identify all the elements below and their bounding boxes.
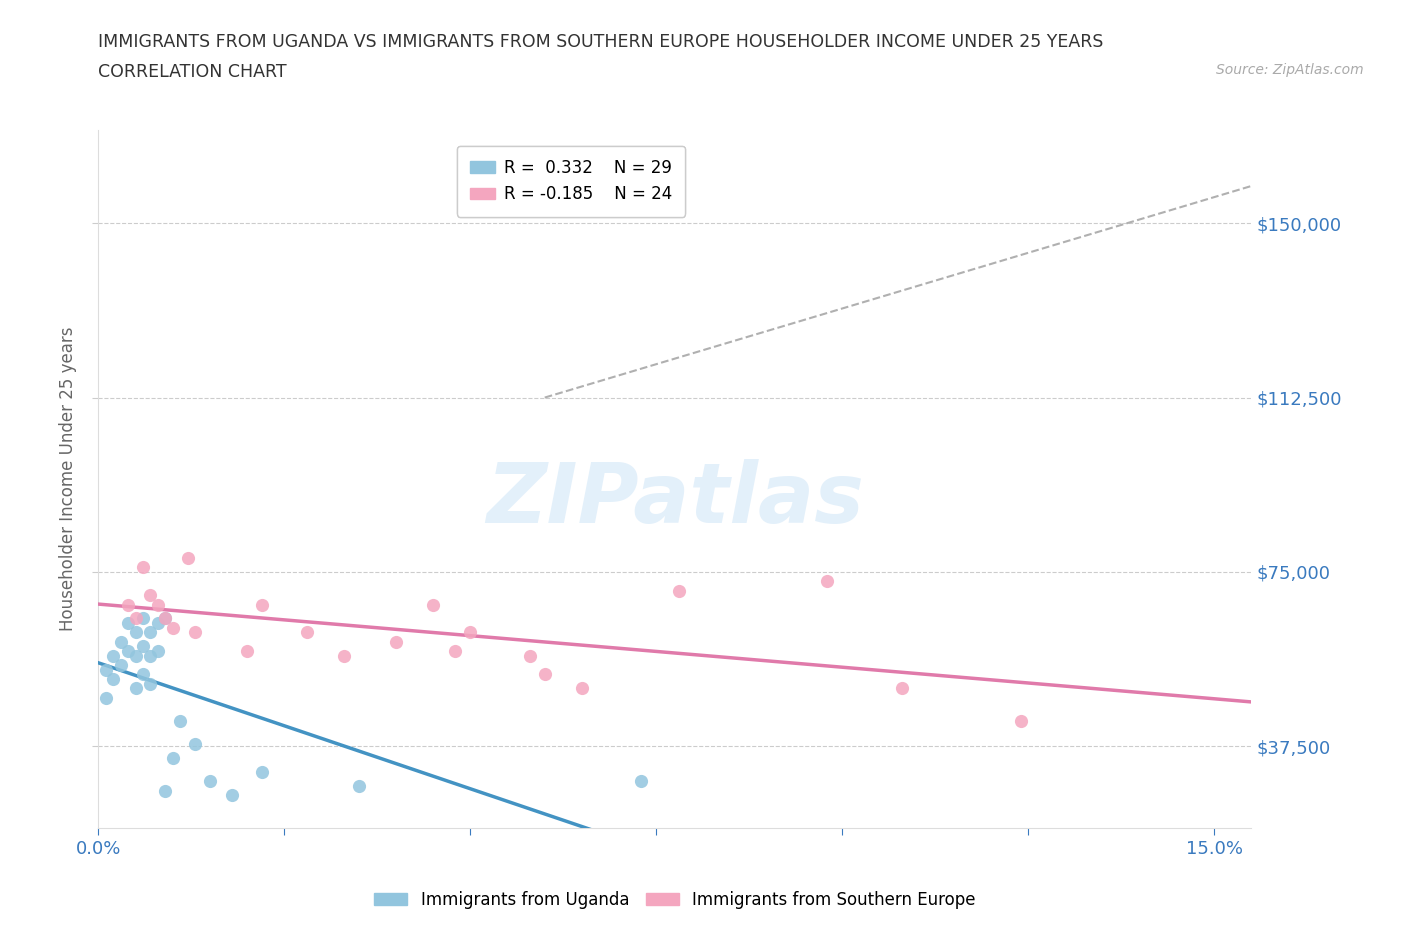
- Point: [103, 648, 125, 663]
- Point: [110, 634, 132, 649]
- Text: Source: ZipAtlas.com: Source: ZipAtlas.com: [1216, 63, 1364, 77]
- Point: [146, 597, 169, 612]
- Point: [333, 648, 356, 663]
- Point: [250, 764, 273, 779]
- Point: [132, 639, 155, 654]
- Point: [139, 625, 162, 640]
- Point: [347, 778, 370, 793]
- Point: [176, 551, 198, 565]
- Point: [146, 616, 169, 631]
- Point: [236, 644, 259, 658]
- Point: [295, 625, 318, 640]
- Y-axis label: Householder Income Under 25 years: Householder Income Under 25 years: [59, 326, 77, 631]
- Point: [124, 648, 146, 663]
- Point: [221, 788, 243, 803]
- Point: [630, 774, 652, 789]
- Text: ZIPatlas: ZIPatlas: [486, 459, 863, 540]
- Point: [110, 658, 132, 672]
- Point: [815, 574, 838, 589]
- Point: [139, 676, 162, 691]
- Point: [444, 644, 467, 658]
- Text: IMMIGRANTS FROM UGANDA VS IMMIGRANTS FROM SOUTHERN EUROPE HOUSEHOLDER INCOME UND: IMMIGRANTS FROM UGANDA VS IMMIGRANTS FRO…: [98, 33, 1104, 50]
- Point: [132, 611, 155, 626]
- Point: [132, 560, 155, 575]
- Point: [139, 648, 162, 663]
- Point: [668, 583, 690, 598]
- Point: [117, 616, 139, 631]
- Point: [103, 671, 125, 686]
- Point: [124, 625, 146, 640]
- Point: [571, 681, 593, 696]
- Legend: Immigrants from Uganda, Immigrants from Southern Europe: Immigrants from Uganda, Immigrants from …: [366, 883, 984, 917]
- Point: [198, 774, 221, 789]
- Point: [94, 662, 117, 677]
- Point: [184, 625, 207, 640]
- Point: [124, 611, 146, 626]
- Point: [155, 783, 177, 798]
- Legend: R =  0.332    N = 29, R = -0.185    N = 24: R = 0.332 N = 29, R = -0.185 N = 24: [457, 145, 685, 217]
- Text: CORRELATION CHART: CORRELATION CHART: [98, 63, 287, 81]
- Point: [139, 588, 162, 603]
- Point: [155, 611, 177, 626]
- Point: [162, 620, 184, 635]
- Point: [519, 648, 541, 663]
- Point: [94, 690, 117, 705]
- Point: [169, 713, 191, 728]
- Point: [155, 611, 177, 626]
- Point: [460, 625, 482, 640]
- Point: [250, 597, 273, 612]
- Point: [132, 667, 155, 682]
- Point: [184, 737, 207, 751]
- Point: [117, 597, 139, 612]
- Point: [162, 751, 184, 765]
- Point: [1010, 713, 1032, 728]
- Point: [890, 681, 912, 696]
- Point: [124, 681, 146, 696]
- Point: [117, 644, 139, 658]
- Point: [385, 634, 408, 649]
- Point: [422, 597, 444, 612]
- Point: [146, 644, 169, 658]
- Point: [533, 667, 555, 682]
